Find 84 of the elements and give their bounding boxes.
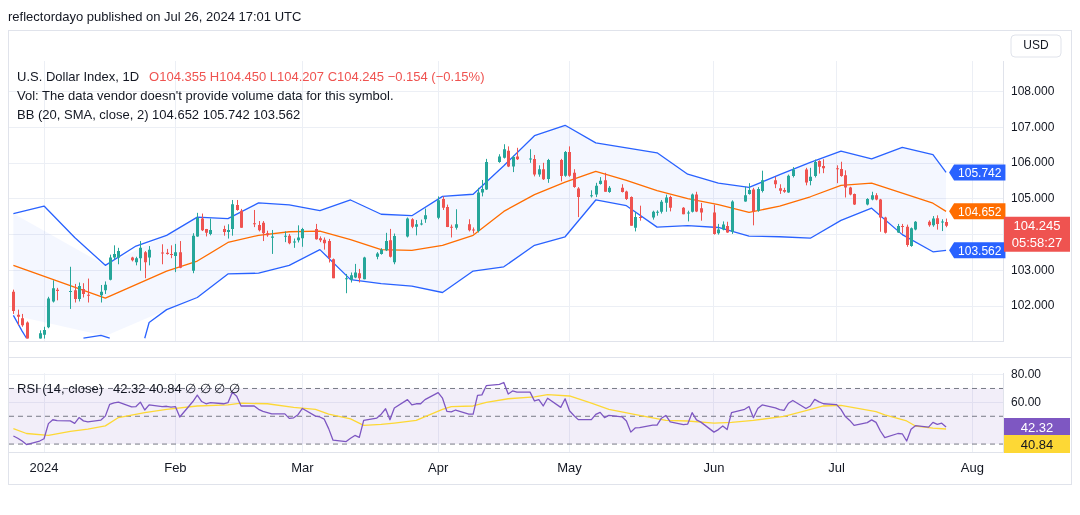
candlestick xyxy=(713,204,716,236)
text: 05:58:27 xyxy=(1011,235,1063,251)
candlestick xyxy=(844,169,847,198)
y-tick-label: 80.00 xyxy=(1011,366,1042,381)
candlestick xyxy=(301,227,304,248)
candlestick xyxy=(262,220,265,242)
candlestick xyxy=(139,240,142,272)
candlestick xyxy=(752,187,755,226)
candlestick xyxy=(240,208,243,229)
y-axis-title: USD xyxy=(1023,38,1049,53)
annotation: O104.355 H104.450 L104.207 C104.245 −0.154 (−0.15%) xyxy=(149,68,485,84)
candlestick xyxy=(455,208,458,231)
candlestick xyxy=(87,278,90,303)
candlestick xyxy=(12,289,15,315)
candlestick xyxy=(695,191,698,213)
candlestick xyxy=(389,228,392,258)
candlestick xyxy=(472,226,475,235)
candlestick xyxy=(941,218,944,232)
candlestick xyxy=(144,250,147,279)
candlestick xyxy=(836,164,839,184)
candlestick xyxy=(78,282,81,302)
candlestick xyxy=(253,209,256,228)
text: 42.32 xyxy=(1020,419,1054,435)
candlestick xyxy=(906,224,909,248)
candlestick xyxy=(406,216,409,238)
candlestick xyxy=(577,186,580,218)
candlestick xyxy=(639,205,642,222)
candlestick xyxy=(179,240,182,269)
annotation: 105.742 xyxy=(958,165,1002,180)
candlestick xyxy=(901,223,904,235)
candlestick xyxy=(196,212,199,238)
y-tick-label: 106.000 xyxy=(1011,155,1055,170)
candlestick xyxy=(74,283,77,303)
annotation: Vol: The data vendor doesn't provide volume data for this symbol. xyxy=(17,87,394,103)
candlestick xyxy=(573,168,576,189)
annotation: 42.32 40.84 ∅ ∅ ∅ ∅ xyxy=(112,380,241,396)
candlestick xyxy=(879,198,882,233)
candlestick xyxy=(560,158,563,182)
candlestick xyxy=(345,273,348,294)
candlestick xyxy=(507,145,510,168)
x-tick-label: Jul xyxy=(828,459,846,475)
annotation: 103.562 xyxy=(958,243,1002,258)
candlestick xyxy=(634,211,637,232)
candlestick xyxy=(328,238,331,263)
text: 40.84 xyxy=(1020,436,1054,452)
x-tick-label: Mar xyxy=(291,459,315,475)
x-tick-label: Apr xyxy=(428,459,449,475)
text: RSI (14, close) xyxy=(17,380,103,396)
candlestick xyxy=(109,254,112,281)
chart-subtitle: reflectordayo published on Jul 26, 2024 17:01 UTC xyxy=(8,8,303,26)
candlestick xyxy=(533,154,536,177)
x-tick-label: 2024 xyxy=(29,459,59,475)
candlestick xyxy=(437,195,440,220)
candlestick xyxy=(385,232,388,252)
candlestick xyxy=(174,243,177,273)
y-tick-label: 107.000 xyxy=(1011,119,1055,134)
y-tick-label: 105.000 xyxy=(1011,191,1055,206)
annotation: BB (20, SMA, close, 2) 104.652 105.742 103.562 xyxy=(17,106,301,122)
candlestick xyxy=(161,243,164,265)
candlestick xyxy=(604,172,607,193)
candlestick xyxy=(564,150,567,178)
y-tick-label: 102.000 xyxy=(1011,298,1055,313)
candlestick xyxy=(52,279,55,303)
candlestick xyxy=(227,223,230,240)
text: U.S. Dollar Index, 1D xyxy=(17,68,140,84)
candlestick xyxy=(284,230,287,243)
y-tick-label: 108.000 xyxy=(1011,84,1055,99)
x-tick-label: Feb xyxy=(164,459,187,475)
text: 104.245 xyxy=(1013,218,1061,234)
candlestick xyxy=(271,229,274,255)
candlestick xyxy=(170,244,173,259)
candlestick xyxy=(910,226,913,248)
x-tick-label: Jun xyxy=(703,459,725,475)
annotation: 104.652 xyxy=(958,204,1002,219)
y-tick-label: 60.00 xyxy=(1011,394,1042,409)
candlestick xyxy=(547,158,550,184)
candlestick xyxy=(656,209,659,217)
candlestick xyxy=(568,145,571,178)
candlestick xyxy=(69,266,72,310)
candlestick xyxy=(787,174,790,194)
x-tick-label: May xyxy=(557,459,583,475)
candlestick xyxy=(529,148,532,164)
x-tick-label: Aug xyxy=(960,459,984,475)
y-tick-label: 103.000 xyxy=(1011,262,1055,277)
